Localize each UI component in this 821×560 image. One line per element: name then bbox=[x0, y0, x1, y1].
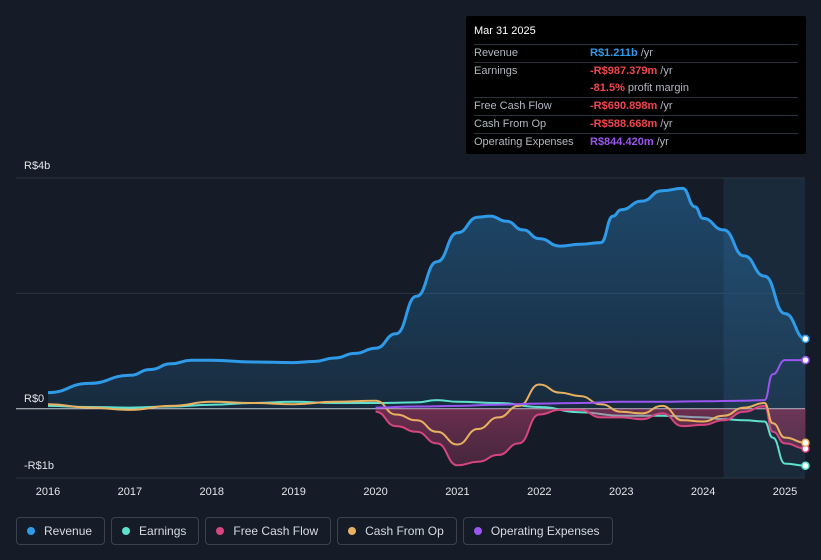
tooltip-unit: /yr bbox=[656, 136, 669, 148]
x-tick-label: 2020 bbox=[363, 486, 387, 498]
x-tick-label: 2016 bbox=[36, 486, 60, 498]
tooltip-value: -R$987.379m bbox=[590, 65, 658, 77]
tooltip-row-earnings: Earnings -R$987.379m /yr bbox=[474, 62, 798, 80]
tooltip-row-cash-from-op: Cash From Op -R$588.668m /yr bbox=[474, 115, 798, 133]
legend-item-revenue[interactable]: Revenue bbox=[16, 517, 106, 545]
legend-label: Earnings bbox=[139, 524, 187, 538]
tooltip-row-profit-margin: -81.5% profit margin bbox=[474, 80, 798, 97]
tooltip-unit: /yr bbox=[660, 118, 673, 130]
endpoint-earnings bbox=[801, 461, 810, 470]
tooltip-value: R$1.211b bbox=[590, 47, 638, 59]
legend-item-earnings[interactable]: Earnings bbox=[111, 517, 200, 545]
x-tick-label: 2019 bbox=[281, 486, 305, 498]
tooltip-unit: /yr bbox=[660, 100, 673, 112]
legend-dot-icon bbox=[348, 527, 357, 535]
endpoint-cash-from-op bbox=[801, 438, 810, 447]
legend-label: Revenue bbox=[44, 524, 93, 538]
tooltip-row-operating-expenses: Operating Expenses R$844.420m /yr bbox=[474, 133, 798, 151]
legend-item-free-cash-flow[interactable]: Free Cash Flow bbox=[205, 517, 332, 545]
tooltip-value: R$844.420m bbox=[590, 136, 654, 148]
legend-dot-icon bbox=[122, 527, 131, 535]
endpoint-operating-expenses bbox=[801, 355, 810, 365]
tooltip-label: Earnings bbox=[474, 65, 518, 77]
tooltip-row-revenue: Revenue R$1.211b /yr bbox=[474, 44, 798, 62]
tooltip-value: -R$588.668m bbox=[590, 118, 658, 130]
line-operating-expenses bbox=[375, 359, 806, 409]
y-axis-label-top: R$4b bbox=[24, 160, 51, 172]
line-cash-from-op bbox=[47, 383, 806, 446]
series-layer bbox=[47, 186, 810, 470]
tooltip-label: Free Cash Flow bbox=[474, 100, 552, 112]
legend-dot-icon bbox=[27, 527, 35, 535]
legend: Revenue Earnings Free Cash Flow Cash Fro… bbox=[16, 517, 613, 545]
tooltip-unit: profit margin bbox=[627, 82, 689, 94]
legend-dot-icon bbox=[473, 527, 482, 535]
tooltip-label: Cash From Op bbox=[474, 118, 547, 130]
tooltip-value: -81.5% bbox=[590, 82, 625, 94]
line-revenue bbox=[47, 186, 806, 395]
x-tick-label: 2022 bbox=[527, 486, 551, 498]
legend-label: Free Cash Flow bbox=[233, 524, 319, 538]
tooltip-label bbox=[474, 80, 590, 97]
line-free-cash-flow bbox=[375, 404, 806, 467]
legend-item-cash-from-op[interactable]: Cash From Op bbox=[337, 517, 457, 545]
y-axis-label-zero: R$0 bbox=[24, 393, 45, 405]
legend-label: Cash From Op bbox=[365, 524, 444, 538]
x-tick-label: 2023 bbox=[609, 486, 633, 498]
x-tick-label: 2018 bbox=[200, 486, 224, 498]
tooltip-unit: /yr bbox=[640, 47, 653, 59]
tooltip-date: Mar 31 2025 bbox=[474, 25, 536, 37]
x-axis: 2016 2017 2018 2019 2020 2021 2022 2023 2024 2025 bbox=[36, 486, 797, 498]
y-axis-label-bottom: -R$1b bbox=[24, 460, 54, 472]
tooltip-row-free-cash-flow: Free Cash Flow -R$690.898m /yr bbox=[474, 97, 798, 115]
endpoint-revenue bbox=[801, 334, 810, 344]
area-revenue bbox=[48, 188, 806, 409]
tooltip-unit: /yr bbox=[660, 65, 673, 77]
legend-item-operating-expenses[interactable]: Operating Expenses bbox=[462, 517, 613, 545]
tooltip: Mar 31 2025 Revenue R$1.211b /yr Earning… bbox=[466, 16, 806, 154]
tooltip-label: Operating Expenses bbox=[474, 136, 574, 148]
x-tick-label: 2017 bbox=[118, 486, 142, 498]
x-tick-label: 2025 bbox=[773, 486, 797, 498]
line-earnings bbox=[47, 399, 806, 467]
x-tick-label: 2021 bbox=[445, 486, 469, 498]
x-tick-label: 2024 bbox=[691, 486, 715, 498]
legend-dot-icon bbox=[216, 527, 225, 535]
legend-label: Operating Expenses bbox=[490, 524, 600, 538]
tooltip-value: -R$690.898m bbox=[590, 100, 658, 112]
tooltip-label: Revenue bbox=[474, 47, 519, 59]
